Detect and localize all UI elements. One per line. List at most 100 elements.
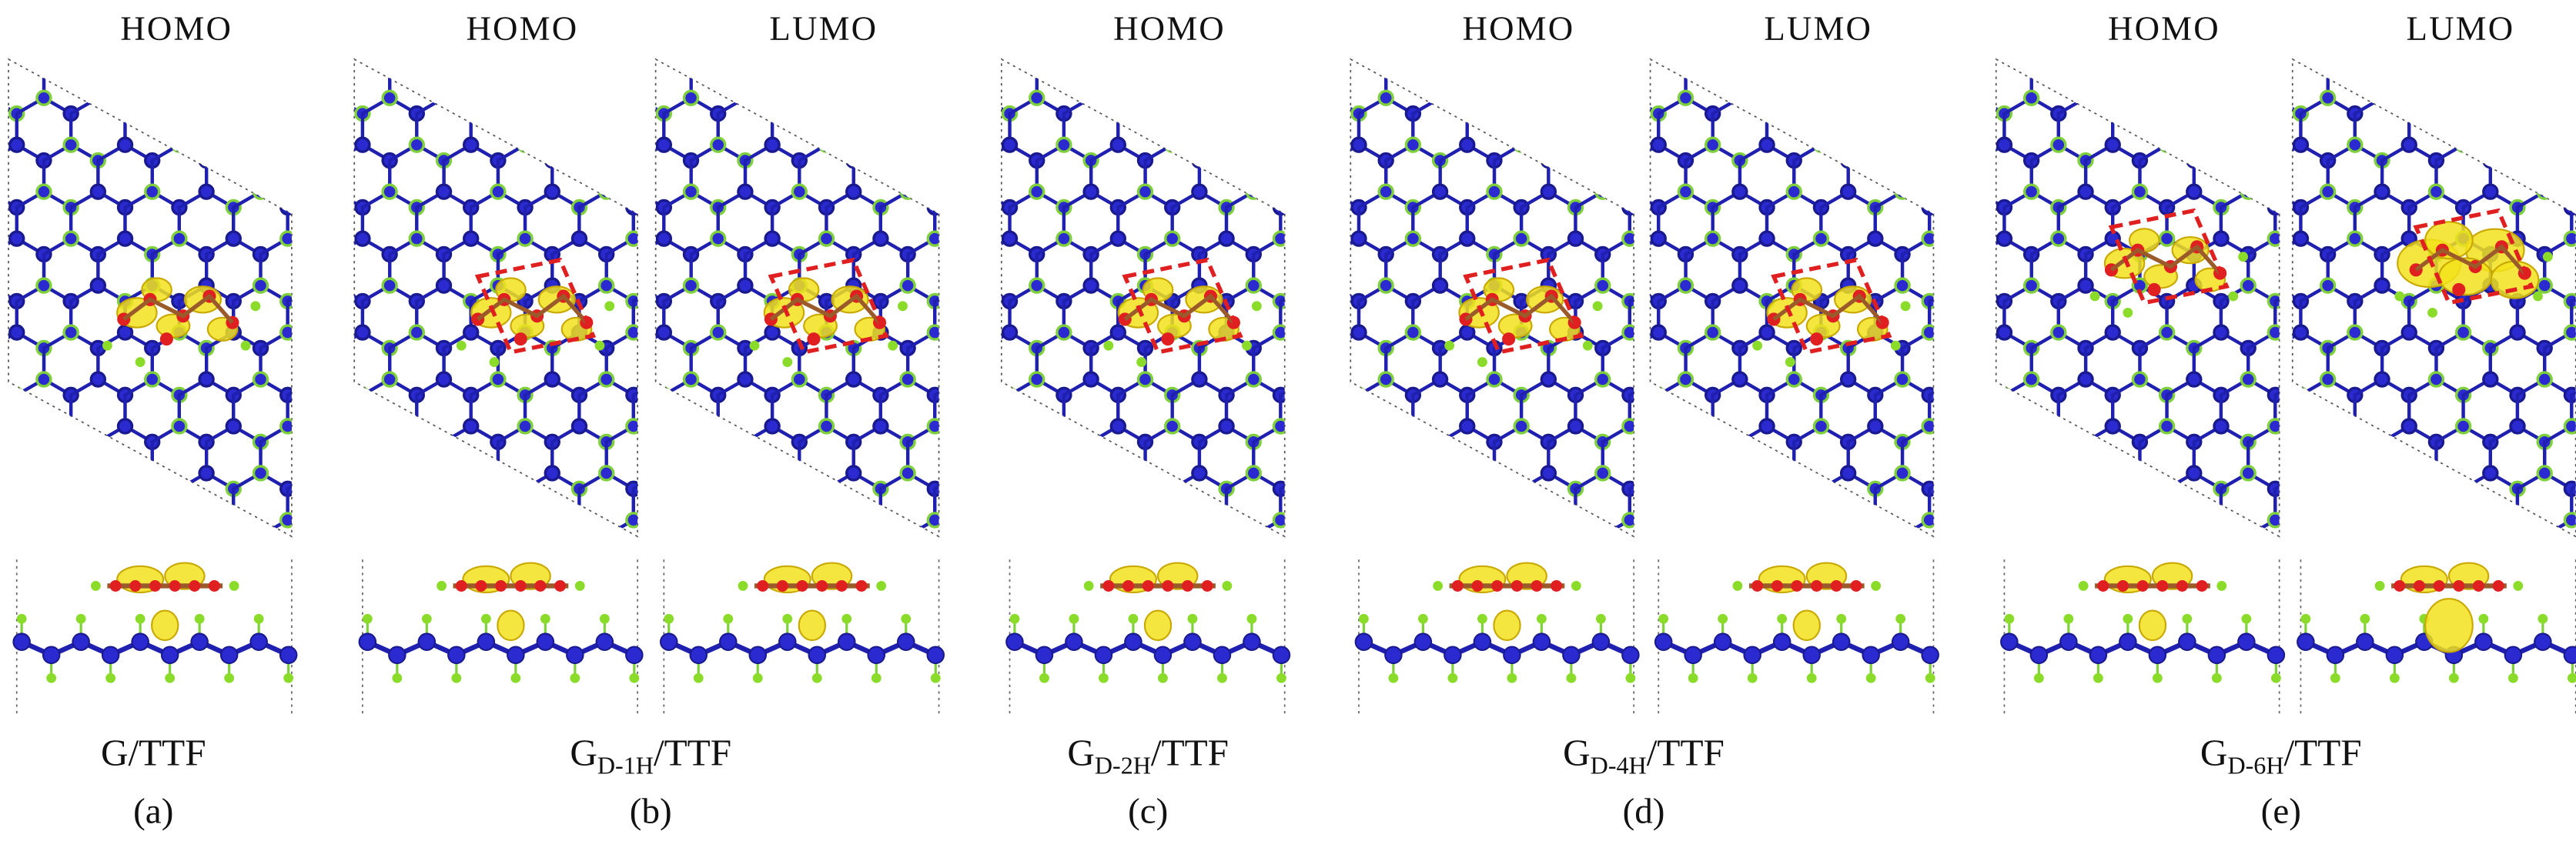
carbon-atom (1001, 386, 1019, 404)
carbon-atom (1384, 646, 1403, 665)
carbon-atom (1540, 465, 1557, 482)
carbon-atom (1382, 294, 1396, 308)
carbon-atom (308, 91, 322, 105)
carbon-atom (1977, 44, 1991, 58)
carbon-atom (462, 418, 480, 435)
carbon-atom (845, 152, 862, 169)
carbon-atom (982, 201, 996, 215)
carbon-atom (708, 185, 721, 199)
carbon-atom (1404, 324, 1422, 341)
carbon-atom (2482, 465, 2499, 482)
carbon-atom (1298, 325, 1312, 339)
carbon-atom (1298, 232, 1312, 245)
carbon-atom (1377, 433, 1394, 451)
carbon-atom (1245, 89, 1262, 106)
caption-rest: /TTF (2284, 732, 2362, 774)
bond-ring (962, 426, 1015, 489)
carbon-atom (1731, 388, 1745, 402)
bond-ring (905, 518, 939, 537)
carbon-atom (1684, 646, 1702, 665)
carbon-atom (171, 480, 188, 497)
carbon-atom (735, 388, 749, 402)
carbon-atom (625, 136, 638, 153)
carbon-atom (837, 632, 856, 651)
carbon-atom (1621, 324, 1634, 341)
hydrogen-atom (194, 613, 205, 624)
carbon-atom (899, 465, 916, 482)
bond-ring (1577, 520, 1631, 582)
bond-ring (1900, 142, 1934, 209)
carbon-atom (1355, 60, 1369, 74)
molecule-atom (1850, 579, 1862, 592)
carbon-atom (955, 466, 969, 480)
carbon-atom (1677, 294, 1691, 308)
carbon-atom (975, 60, 989, 74)
carbon-atom (2296, 341, 2310, 355)
carbon-atom (1486, 371, 1503, 388)
carbon-atom (1136, 59, 1154, 75)
carbon-atom (362, 435, 376, 449)
carbon-atom (1298, 513, 1312, 527)
carbon-atom (517, 480, 534, 497)
carbon-atom (1862, 646, 1880, 665)
carbon-atom (982, 325, 996, 339)
carbon-atom (1082, 277, 1099, 294)
cell-outline (353, 58, 638, 538)
carbon-atom (2292, 480, 2310, 497)
bond-ring (1279, 377, 1285, 444)
bond-ring (1279, 283, 1285, 350)
hydrogen-atom (2123, 613, 2133, 624)
orbital-view: HOMO (975, 8, 1396, 716)
carbon-atom (329, 154, 343, 168)
carbon-atom (1758, 324, 1775, 341)
carbon-atom (2022, 89, 2040, 106)
bond-ring (1384, 424, 1442, 491)
carbon-atom (2077, 59, 2094, 75)
hydrogen-atom (664, 613, 674, 624)
bond-ring (989, 285, 1043, 348)
bond-ring (2434, 59, 2492, 116)
carbon-atom (1743, 646, 1761, 665)
bond-ring (2292, 424, 2330, 491)
carbon-atom (1459, 512, 1476, 529)
carbon-atom (2319, 465, 2337, 482)
bond-ring (1927, 283, 1934, 350)
carbon-atom (335, 419, 349, 433)
carbon-atom (171, 418, 188, 435)
carbon-atom (35, 89, 52, 106)
carbon-atom (2292, 512, 2310, 529)
carbon-atom (1621, 646, 1640, 665)
carbon-atom (1949, 247, 1963, 261)
carbon-atom (1382, 107, 1396, 121)
carbon-atom (362, 154, 376, 168)
carbon-atom (462, 136, 480, 153)
carbon-atom (2267, 136, 2280, 153)
bond-ring (962, 239, 1015, 301)
bond-ring (42, 424, 100, 491)
carbon-atom (1921, 136, 1934, 153)
carbon-atom (2319, 277, 2337, 294)
molecule-atom (1830, 579, 1842, 592)
carbon-atom (362, 341, 376, 355)
carbon-atom (2536, 527, 2553, 537)
carbon-atom (329, 91, 343, 105)
carbon-atom (116, 512, 134, 529)
carbon-atom (1350, 324, 1367, 341)
carbon-atom (2240, 232, 2253, 245)
carbon-atom (982, 138, 996, 152)
hydrogen-atom (102, 340, 112, 351)
bond-ring (1357, 471, 1415, 537)
carbon-atom (1513, 136, 1530, 153)
bond-ring (1335, 473, 1389, 536)
carbon-atom (308, 341, 322, 355)
carbon-atom (1867, 136, 1884, 153)
view-label: LUMO (1764, 8, 1872, 47)
carbon-atom (1894, 277, 1911, 294)
carbon-atom (435, 465, 453, 482)
carbon-atom (42, 646, 61, 665)
bond-ring (1819, 471, 1877, 537)
molecule-atom (1810, 332, 1824, 346)
bond-ring (2138, 59, 2196, 116)
carbon-atom (708, 154, 721, 168)
